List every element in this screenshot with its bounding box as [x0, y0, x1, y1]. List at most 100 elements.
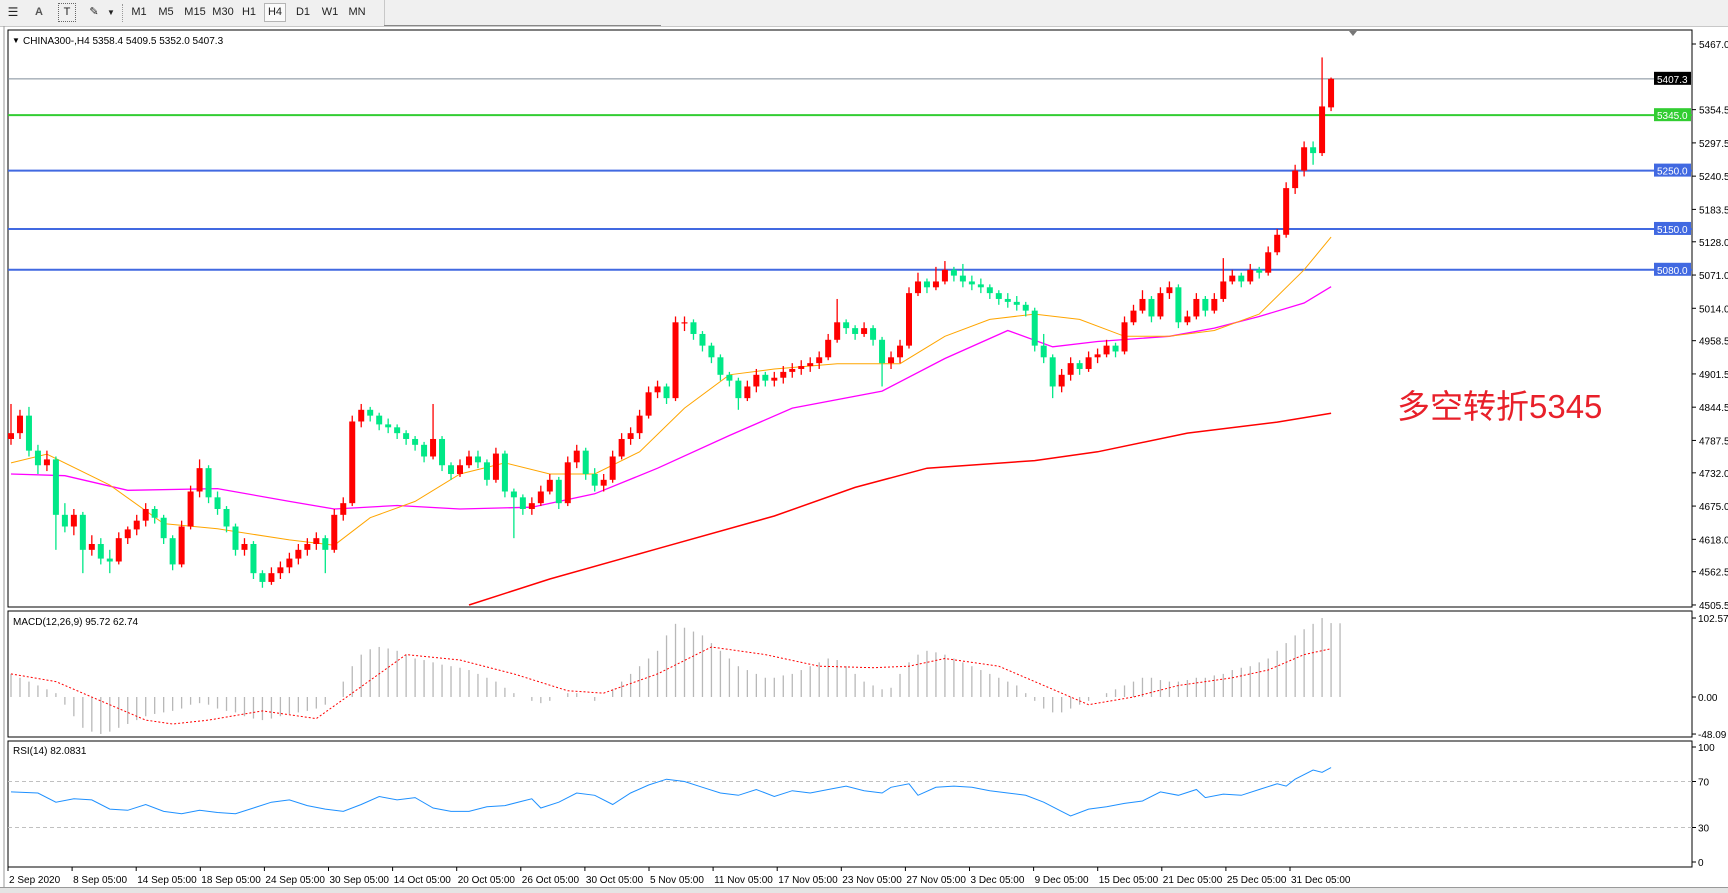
timeframe-h4-button[interactable]: H4 — [264, 3, 286, 22]
candle-body — [843, 322, 850, 329]
time-tick-label: 31 Dec 05:00 — [1291, 875, 1351, 886]
macd-tick-label: 102.57 — [1698, 614, 1728, 625]
candle-body — [286, 558, 293, 568]
candle-body — [1076, 363, 1083, 369]
level-label-5407.3: 5407.3 — [1657, 75, 1688, 86]
candle-body — [187, 491, 194, 527]
chart-shift-marker-icon[interactable] — [1349, 31, 1357, 36]
candle-body — [322, 538, 329, 550]
candle-body — [501, 453, 508, 492]
horizontal-lines-tool-button[interactable]: ☰ — [7, 5, 19, 19]
candle — [1220, 258, 1227, 302]
candle — [555, 476, 562, 509]
candle — [1211, 293, 1218, 314]
shapes-tool-button[interactable]: ✎ — [89, 6, 99, 18]
candle-body — [681, 322, 688, 324]
candle-body — [457, 465, 463, 474]
price-tick-label: 5354.5 — [1699, 106, 1728, 117]
candle-body — [115, 538, 122, 562]
candle — [699, 331, 706, 352]
candle — [88, 535, 95, 556]
chevron-down-icon[interactable]: ▼ — [107, 8, 115, 17]
candle-body — [160, 517, 167, 539]
candle-body — [807, 363, 814, 367]
candle — [1130, 304, 1137, 326]
candle — [681, 316, 688, 332]
candle — [115, 532, 122, 565]
timeframe-m1-button[interactable]: M1 — [131, 6, 147, 18]
candle-body — [663, 386, 670, 399]
candle-body — [591, 473, 598, 486]
candle-body — [1031, 310, 1038, 346]
candle-body — [169, 538, 176, 565]
candle — [1256, 266, 1263, 279]
candle — [1283, 182, 1290, 238]
collapse-triangle-icon: ▼ — [12, 36, 20, 45]
candle — [430, 403, 437, 460]
candle-body — [205, 468, 212, 498]
candle-body — [1094, 354, 1101, 358]
candle — [133, 514, 140, 536]
time-tick-label: 2 Sep 2020 — [9, 875, 61, 886]
candle-body — [52, 459, 59, 515]
chart-window[interactable]: 5467.0 5354.5 5297.5 5240.5 5183.5 5128.0 5071… — [0, 26, 1728, 887]
candle — [591, 468, 598, 492]
candle — [672, 316, 679, 402]
candle — [1265, 246, 1272, 276]
candle — [448, 462, 455, 480]
timeframe-m30-button[interactable]: M30 — [212, 6, 234, 18]
time-tick-label: 21 Dec 05:00 — [1163, 875, 1223, 886]
text-label-tool-button[interactable]: T — [58, 3, 76, 22]
text-tool-button[interactable]: A — [35, 6, 43, 18]
candle-body — [906, 293, 912, 346]
candle — [708, 342, 715, 364]
candle-body — [564, 462, 571, 504]
candle — [780, 366, 787, 384]
rsi-panel[interactable] — [7, 740, 1693, 868]
candle — [412, 436, 419, 451]
candle-body — [573, 450, 580, 463]
candle — [367, 406, 374, 422]
candle-body — [295, 549, 302, 559]
candle — [61, 503, 68, 533]
candle — [214, 491, 221, 515]
candle — [187, 485, 194, 530]
candle-body — [367, 409, 374, 416]
timeframe-h1-button[interactable]: H1 — [241, 6, 257, 18]
candle-body — [923, 281, 930, 288]
time-tick-label: 25 Dec 05:00 — [1227, 875, 1287, 886]
rsi-tick-label: 30 — [1698, 824, 1710, 835]
candle — [735, 377, 742, 410]
candle-body — [968, 281, 975, 285]
timeframe-w1-button[interactable]: W1 — [321, 6, 339, 18]
candle — [932, 266, 939, 291]
candle — [16, 409, 23, 439]
candle — [995, 290, 1002, 305]
main-price-panel[interactable] — [7, 29, 1693, 608]
timeframe-m15-button[interactable]: M15 — [184, 6, 206, 18]
level-label-bg — [1654, 108, 1691, 122]
price-tick-label: 5071.0 — [1699, 271, 1728, 282]
rsi-line — [10, 767, 1332, 817]
rsi-tick-label: 70 — [1698, 778, 1710, 789]
candle-body — [492, 453, 499, 480]
time-tick-label: 9 Dec 05:00 — [1035, 875, 1089, 886]
candle — [1247, 263, 1254, 285]
candle-body — [546, 479, 553, 492]
candle — [519, 494, 526, 515]
candle — [223, 506, 230, 533]
candle-body — [1130, 310, 1137, 323]
price-tick-label: 5467.0 — [1699, 40, 1728, 51]
candle-body — [1229, 275, 1236, 282]
candle — [52, 456, 59, 550]
macd-panel[interactable] — [7, 610, 1693, 738]
macd-tick-label: 0.00 — [1698, 693, 1718, 704]
candle — [259, 570, 266, 588]
timeframe-mn-button[interactable]: MN — [348, 6, 366, 18]
timeframe-m5-button[interactable]: M5 — [158, 6, 174, 18]
candle-body — [1004, 298, 1011, 302]
candle — [34, 444, 41, 474]
timeframe-d1-button[interactable]: D1 — [295, 6, 311, 18]
candle-body — [1103, 345, 1110, 355]
macd-tick-label: -48.09 — [1698, 730, 1727, 741]
